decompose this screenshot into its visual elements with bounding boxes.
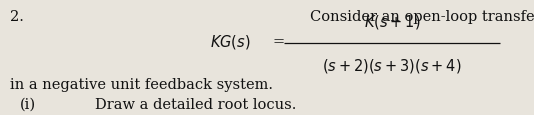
Text: $K(s+1)$: $K(s+1)$ [364, 13, 420, 31]
Text: Consider an open-loop transfer function: Consider an open-loop transfer function [310, 10, 534, 24]
Text: (i): (i) [20, 97, 36, 111]
Text: =: = [272, 35, 284, 49]
Text: 2.: 2. [10, 10, 24, 24]
Text: $(s+2)(s+3)(s+4)$: $(s+2)(s+3)(s+4)$ [322, 56, 462, 74]
Text: in a negative unit feedback system.: in a negative unit feedback system. [10, 77, 273, 91]
Text: Draw a detailed root locus.: Draw a detailed root locus. [95, 97, 296, 111]
Text: $KG(s)$: $KG(s)$ [210, 33, 250, 51]
